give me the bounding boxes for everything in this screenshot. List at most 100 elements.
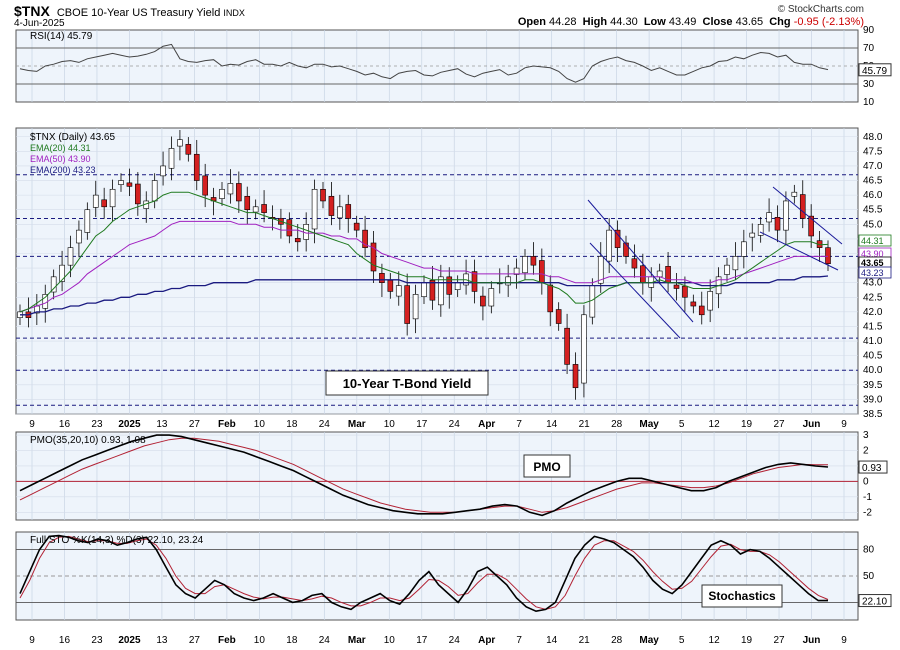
candle bbox=[92, 194, 99, 208]
candle bbox=[471, 271, 478, 292]
candle bbox=[168, 148, 175, 169]
price-y-tick: 43.0 bbox=[863, 278, 883, 289]
x-tick-label: 10 bbox=[384, 419, 396, 430]
price-value-label: 43.23 bbox=[861, 268, 884, 278]
x-tick-label: 13 bbox=[156, 635, 168, 646]
ticker-symbol: $TNX bbox=[14, 3, 50, 19]
candle bbox=[454, 282, 461, 290]
candle bbox=[513, 267, 520, 275]
candle bbox=[597, 256, 604, 284]
candle bbox=[337, 206, 343, 219]
candle bbox=[799, 194, 806, 219]
x-tick-label: 5 bbox=[679, 635, 685, 646]
candle bbox=[379, 273, 385, 283]
x-tick-label: 12 bbox=[709, 419, 721, 430]
candle bbox=[261, 204, 267, 213]
candle bbox=[505, 276, 511, 286]
candle bbox=[202, 175, 208, 196]
high-label: High bbox=[582, 16, 608, 28]
candle bbox=[429, 280, 436, 301]
candle bbox=[606, 229, 612, 262]
candle bbox=[219, 188, 225, 199]
sto-annotation-box bbox=[701, 584, 783, 608]
x-tick-label: Mar bbox=[348, 635, 366, 646]
candle bbox=[757, 224, 764, 236]
price-y-tick: 40.5 bbox=[863, 351, 883, 362]
candle bbox=[741, 241, 747, 257]
candle bbox=[808, 215, 814, 237]
x-tick-label: 10 bbox=[254, 635, 266, 646]
candle bbox=[547, 284, 554, 313]
sto-k-line bbox=[19, 534, 828, 613]
candle bbox=[345, 204, 352, 219]
x-tick-label: 7 bbox=[516, 419, 522, 430]
x-tick-label: 23 bbox=[91, 635, 103, 646]
candle bbox=[50, 276, 57, 293]
pmo-value-box bbox=[858, 460, 888, 474]
x-tick-label: 17 bbox=[416, 635, 428, 646]
x-tick-label: Jun bbox=[803, 419, 821, 430]
candle bbox=[656, 270, 663, 278]
x-tick-label: Mar bbox=[348, 419, 366, 430]
candle bbox=[101, 199, 107, 208]
close-value: 43.65 bbox=[735, 16, 764, 28]
candle bbox=[193, 153, 200, 181]
panel-pmo bbox=[15, 431, 859, 521]
x-tick-label: 14 bbox=[546, 419, 558, 430]
price-y-tick: 47.5 bbox=[863, 146, 883, 157]
candle bbox=[724, 264, 730, 275]
pmo-y-tick: -2 bbox=[863, 507, 872, 518]
candle bbox=[614, 229, 621, 248]
candle bbox=[320, 188, 326, 202]
trendline bbox=[772, 186, 843, 245]
candle bbox=[446, 276, 453, 295]
x-tick-label: 21 bbox=[579, 419, 591, 430]
x-tick-label: 19 bbox=[741, 419, 753, 430]
candle bbox=[732, 256, 739, 271]
pmo-signal-line bbox=[19, 437, 828, 513]
candle bbox=[362, 229, 368, 248]
x-tick-label: Apr bbox=[478, 635, 495, 646]
x-tick-label: 27 bbox=[773, 419, 785, 430]
x-tick-label: 2025 bbox=[118, 635, 141, 646]
rsi-legend: RSI(14) 45.79 bbox=[30, 31, 93, 42]
x-tick-label: 27 bbox=[189, 419, 201, 430]
candle bbox=[59, 264, 65, 282]
x-tick-label: 10 bbox=[384, 635, 396, 646]
price-value-label: 44.31 bbox=[861, 236, 884, 246]
pmo-annotation: PMO bbox=[533, 460, 560, 474]
x-tick-label: 24 bbox=[319, 635, 331, 646]
x-tick-label: 9 bbox=[29, 635, 35, 646]
open-label: Open bbox=[517, 16, 546, 28]
low-value: 43.49 bbox=[668, 16, 697, 28]
candle bbox=[109, 188, 116, 208]
price-value-box bbox=[858, 234, 892, 247]
low-label: Low bbox=[643, 16, 666, 28]
x-tick-label: 18 bbox=[286, 635, 298, 646]
x-tick-label: 28 bbox=[611, 419, 623, 430]
pmo-value-label: 0.93 bbox=[862, 463, 882, 474]
candle bbox=[480, 295, 486, 307]
trendline bbox=[759, 231, 839, 271]
price-y-tick: 41.0 bbox=[863, 336, 883, 347]
candle bbox=[825, 247, 831, 265]
candle bbox=[227, 183, 234, 195]
panel-price bbox=[15, 127, 859, 415]
high-value: 44.30 bbox=[610, 16, 638, 28]
candle bbox=[783, 200, 789, 231]
ema50-legend: EMA(50) 43.90 bbox=[30, 154, 91, 164]
chart-header: $TNX CBOE 10-Year US Treasury Yield INDX bbox=[14, 3, 245, 19]
candle bbox=[252, 206, 259, 213]
candle bbox=[151, 180, 158, 202]
ema200-legend: EMA(200) 43.23 bbox=[30, 165, 96, 175]
pmo-y-tick: 3 bbox=[863, 430, 869, 441]
candle bbox=[631, 258, 638, 269]
x-tick-label: Jun bbox=[803, 635, 821, 646]
open-value: 44.28 bbox=[549, 16, 577, 28]
price-y-tick: 46.5 bbox=[863, 176, 883, 187]
price-y-tick: 39.0 bbox=[863, 394, 883, 405]
x-tick-label: 27 bbox=[773, 635, 785, 646]
x-tick-label: May bbox=[639, 635, 659, 646]
price-y-tick: 42.5 bbox=[863, 292, 883, 303]
